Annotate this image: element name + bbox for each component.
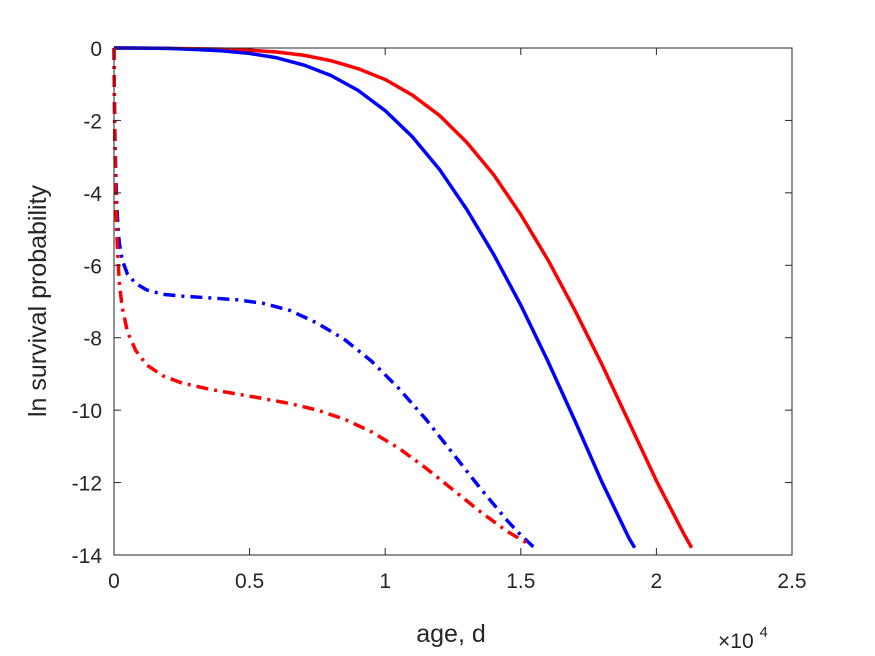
y-tick-label: -14 — [72, 545, 103, 568]
y-tick-label: -10 — [72, 400, 102, 423]
y-tick-label: -6 — [83, 255, 102, 278]
y-tick-label: -2 — [83, 110, 102, 133]
series-line-1 — [114, 46, 694, 549]
y-tick-label: -4 — [83, 183, 102, 206]
x-tick-label: 1 — [379, 570, 391, 593]
x-tick-label: 2 — [651, 570, 663, 593]
x-tick-label: 2.5 — [777, 570, 806, 593]
series-line-4 — [112, 47, 530, 546]
y-axis-label: ln survival probability — [24, 184, 52, 417]
tick-layer: 0 0.5 1 1.5 2 2.5 0 -2 -4 -6 -8 -10 -12 -14 — [72, 38, 807, 593]
y-tick-label: 0 — [90, 38, 102, 61]
x-tick-label: 1.5 — [506, 570, 535, 593]
x-exponent-power: 4 — [759, 624, 767, 641]
x-tick-label: 0 — [108, 570, 120, 593]
plot-area-frame — [113, 47, 793, 556]
x-axis-label: age, d — [416, 620, 486, 648]
series-line-2 — [114, 46, 637, 549]
y-tick-label: -8 — [83, 328, 102, 351]
x-axis-exponent: ×10 4 — [718, 624, 768, 653]
series-layer — [112, 46, 694, 550]
y-tick-label: -12 — [72, 473, 102, 496]
x-tick-label: 0.5 — [235, 570, 264, 593]
x-exponent-base: ×10 — [718, 630, 754, 653]
